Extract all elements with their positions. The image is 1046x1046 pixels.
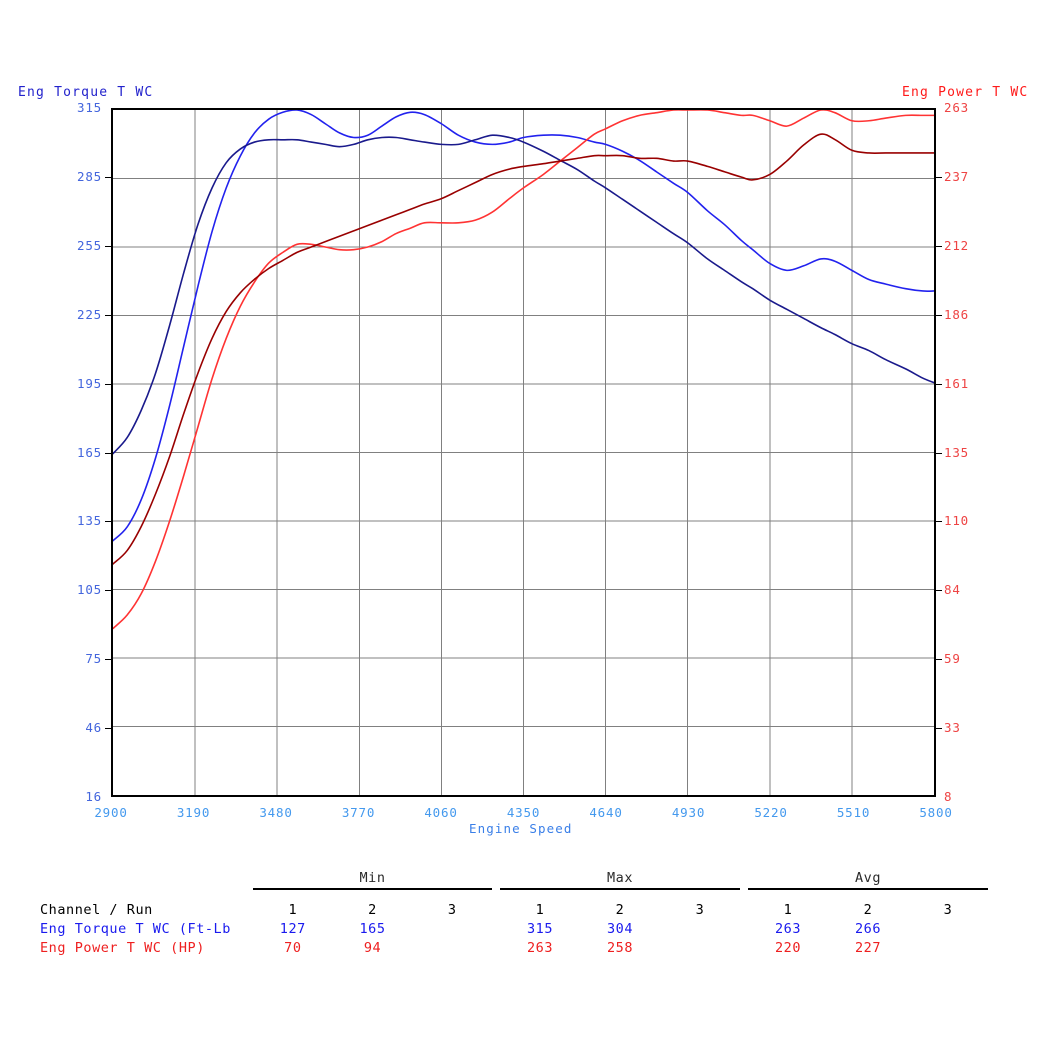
left-tick-label: 315 [77, 100, 102, 115]
right-tick-label: 263 [944, 100, 969, 115]
curve-lines [113, 110, 934, 795]
x-tick-label: 4640 [589, 805, 623, 820]
right-tick-label: 33 [944, 720, 961, 736]
left-axis-title: Eng Torque T WC [18, 85, 154, 100]
summary-run-header: 3 [447, 902, 457, 918]
left-tick-label: 255 [77, 237, 102, 253]
x-tick-label: 5800 [919, 805, 953, 820]
summary-run-header: 1 [783, 902, 793, 918]
tick-mark [105, 521, 111, 523]
left-tick-label: 46 [85, 720, 102, 736]
tick-mark [936, 521, 942, 523]
x-tick-label: 3770 [341, 805, 376, 820]
summary-run-header: 1 [535, 902, 545, 918]
summary-value-cell: 304 [606, 921, 634, 937]
summary-value-cell: 94 [363, 940, 382, 956]
right-tick-label: 186 [944, 306, 969, 322]
summary-channel-run-label: Channel / Run [40, 902, 153, 918]
right-tick-label: 8 [944, 789, 953, 804]
summary-value-cell: 227 [854, 940, 882, 956]
tick-mark [105, 659, 111, 661]
summary-row-label: Eng Power T WC (HP) [40, 940, 205, 956]
tick-mark [105, 176, 111, 178]
summary-table-row: Eng Torque T WC (Ft-Lb 127 165 315 304 263 266 [0, 921, 1046, 939]
tick-mark [105, 590, 111, 592]
summary-run-header: 3 [943, 902, 953, 918]
left-tick-label: 75 [85, 651, 102, 667]
summary-group-header: Min [359, 870, 386, 886]
summary-value-cell: 220 [774, 940, 802, 956]
summary-run-header: 1 [288, 902, 298, 918]
x-tick-label: 4060 [424, 805, 458, 820]
summary-group-rule [253, 888, 492, 890]
plot-area [111, 108, 936, 797]
summary-group-rule [500, 888, 740, 890]
summary-run-header: 2 [863, 902, 873, 918]
right-tick-label: 161 [944, 375, 969, 391]
grid-lines [113, 110, 934, 795]
summary-table-row: Eng Power T WC (HP) 70 94 263 258 220 227 [0, 940, 1046, 958]
left-tick-label: 105 [77, 582, 102, 598]
summary-run-header: 2 [615, 902, 625, 918]
tick-mark [105, 452, 111, 454]
summary-header-row: Channel / Run 1 2 3 1 2 3 1 2 3 [0, 902, 1046, 920]
tick-mark [936, 245, 942, 247]
x-tick-label: 4350 [506, 805, 541, 820]
series-line [113, 110, 934, 628]
summary-value-cell: 70 [284, 940, 302, 956]
x-tick-label: 3480 [259, 805, 293, 820]
summary-group-header: Max [606, 870, 634, 886]
right-tick-label: 110 [944, 513, 969, 529]
left-tick-label: 135 [77, 513, 102, 529]
right-tick-label: 59 [944, 651, 961, 667]
summary-value-cell: 315 [526, 921, 554, 937]
x-tick-label: 2900 [94, 805, 128, 820]
tick-mark [936, 314, 942, 316]
right-tick-label: 135 [944, 444, 969, 460]
summary-group-rule [748, 888, 988, 890]
series-line [113, 110, 934, 541]
series-line [113, 135, 934, 454]
summary-value-cell: 165 [359, 921, 386, 937]
tick-mark [936, 383, 942, 385]
summary-value-cell: 266 [854, 921, 882, 937]
x-tick-label: 5220 [754, 805, 788, 820]
x-tick-label: 5510 [836, 805, 871, 820]
summary-value-cell: 127 [279, 921, 306, 937]
x-tick-label: 4930 [671, 805, 706, 820]
summary-value-cell: 263 [526, 940, 554, 956]
summary-row-label: Eng Torque T WC (Ft-Lb [40, 921, 231, 937]
summary-run-header: 2 [368, 902, 377, 918]
summary-value-cell: 263 [774, 921, 802, 937]
tick-mark [936, 659, 942, 661]
summary-table: Min Max Avg Channel / Run 1 2 3 1 2 3 1 2 3 Eng Torqu… [0, 862, 1046, 972]
right-tick-label: 84 [944, 582, 961, 598]
summary-run-header: 3 [695, 902, 705, 918]
summary-value-cell: 258 [606, 940, 634, 956]
left-tick-label: 165 [77, 444, 102, 460]
left-tick-label: 195 [77, 375, 102, 391]
left-tick-label: 225 [77, 306, 102, 322]
right-axis-title: Eng Power T WC [902, 85, 1029, 100]
summary-group-header: Avg [854, 870, 882, 886]
tick-mark [936, 590, 942, 592]
left-tick-label: 285 [77, 168, 102, 184]
right-tick-label: 212 [944, 237, 969, 253]
tick-mark [936, 452, 942, 454]
x-tick-label: 3190 [176, 805, 211, 820]
right-tick-label: 237 [944, 168, 969, 184]
tick-mark [105, 383, 111, 385]
series-line [113, 134, 934, 564]
tick-mark [936, 728, 942, 730]
tick-mark [936, 176, 942, 178]
left-tick-label: 16 [85, 789, 102, 804]
tick-mark [105, 728, 111, 730]
tick-mark [105, 314, 111, 316]
x-axis-title: Engine Speed [469, 821, 573, 836]
tick-mark [105, 245, 111, 247]
